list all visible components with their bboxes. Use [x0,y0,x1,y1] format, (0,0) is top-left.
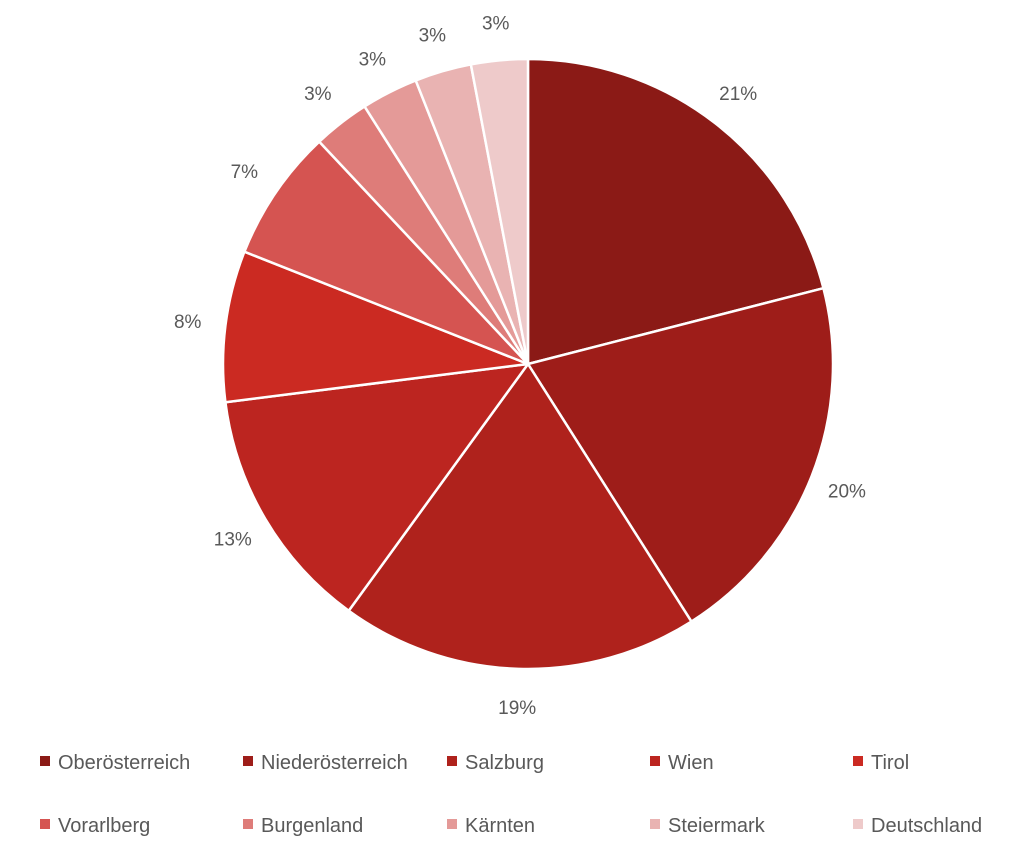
data-label-salzburg: 19% [498,698,536,719]
legend-label-steiermark: Steiermark [668,815,766,837]
legend-label-vorarlberg: Vorarlberg [58,815,150,837]
legend-item-karnten: Kärnten [447,815,535,837]
legend-swatch-karnten [447,819,457,829]
pie-slice-salzburg [347,362,693,671]
legend-item-vorarlberg: Vorarlberg [40,815,150,837]
legend-item-niederosterreich: Niederösterreich [243,752,408,774]
legend-item-deutschland: Deutschland [853,815,982,837]
data-label-steiermark: 3% [419,26,447,47]
legend-item-oberosterreich: Oberösterreich [40,752,190,774]
legend-swatch-steiermark [650,819,660,829]
pie-slice-deutschland [469,57,530,366]
legend-label-tirol: Tirol [871,752,909,774]
data-label-oberosterreich: 21% [719,84,757,105]
legend-item-burgenland: Burgenland [243,815,363,837]
pie-slice-niederosterreich [526,286,835,623]
data-label-niederosterreich: 20% [828,481,866,502]
legend-label-burgenland: Burgenland [261,815,363,837]
pie-slices [221,57,835,671]
legend-swatch-salzburg [447,756,457,766]
legend-label-deutschland: Deutschland [871,815,982,837]
legend-swatch-wien [650,756,660,766]
legend-label-oberosterreich: Oberösterreich [58,752,190,774]
data-label-wien: 13% [214,530,252,551]
legend-swatch-niederosterreich [243,756,253,766]
legend-item-steiermark: Steiermark [650,815,766,837]
legend-label-salzburg: Salzburg [465,752,544,774]
legend-swatch-vorarlberg [40,819,50,829]
legend-label-karnten: Kärnten [465,815,535,837]
data-label-burgenland: 3% [304,84,332,105]
legend-swatch-tirol [853,756,863,766]
pie-slice-wien [224,362,530,612]
legend-item-wien: Wien [650,752,714,774]
pie-slice-oberosterreich [526,57,825,366]
pie-data-labels: 21% 20% 19% 13% 8% 7% 3% 3% 3% 3% [174,14,866,719]
legend-swatch-deutschland [853,819,863,829]
legend-item-salzburg: Salzburg [447,752,544,774]
legend-swatch-oberosterreich [40,756,50,766]
data-label-tirol: 8% [174,312,202,333]
data-label-deutschland: 3% [482,14,510,35]
data-label-karnten: 3% [359,49,387,70]
legend-label-niederosterreich: Niederösterreich [261,752,408,774]
pie-slice-tirol [221,250,530,404]
legend-item-tirol: Tirol [853,752,909,774]
legend-swatch-burgenland [243,819,253,829]
legend-label-wien: Wien [668,752,714,774]
data-label-vorarlberg: 7% [231,162,259,183]
pie-slice-vorarlberg [243,140,530,366]
legend: Oberösterreich Niederösterreich Salzburg Wi… [40,752,982,837]
